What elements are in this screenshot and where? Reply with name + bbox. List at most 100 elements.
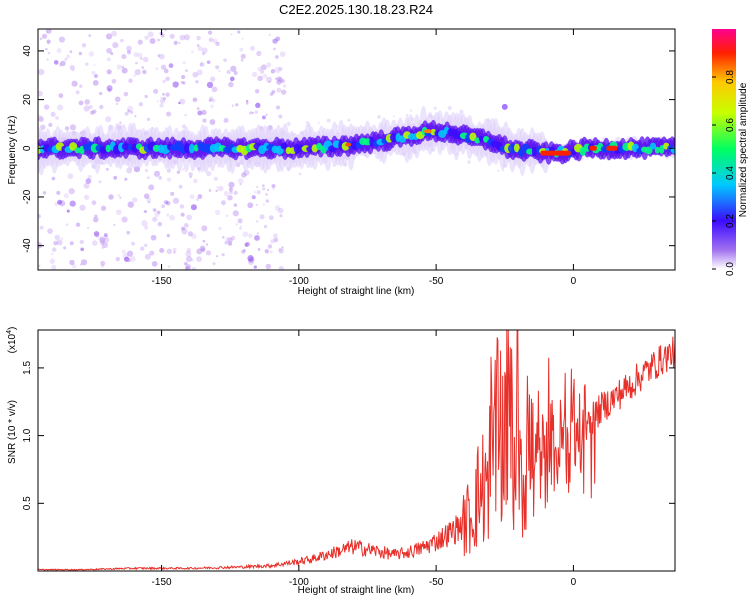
spectrogram-x-tick-label: 0 xyxy=(571,276,577,287)
snr-multiplier-base: (x10 xyxy=(7,333,18,353)
spectrogram-scatter-point xyxy=(467,160,471,164)
spectrogram-scatter-point xyxy=(38,116,45,123)
spectrogram-scatter-point xyxy=(157,38,161,42)
spectrogram-scatter-point xyxy=(39,225,44,230)
spectrogram-scatter-point xyxy=(159,98,166,104)
spectrogram-peak xyxy=(183,143,191,154)
spectrogram-scatter-point xyxy=(156,100,159,103)
spectrogram-scatter-point xyxy=(38,115,43,122)
spectrogram-scatter-point xyxy=(209,119,216,125)
spectrogram-scatter-point xyxy=(121,65,125,69)
spectrogram-max-segment xyxy=(345,142,352,147)
spectrogram-scatter-point xyxy=(207,30,213,35)
snr-multiplier-exp: 4 xyxy=(6,330,13,334)
spectrogram-y-tick-label: -40 xyxy=(22,238,33,253)
spectrogram-scatter-point xyxy=(161,204,165,209)
spectrogram-peak xyxy=(193,144,199,152)
spectrogram-scatter-point xyxy=(273,233,278,239)
spectrogram-scatter-point xyxy=(247,258,254,266)
spectrogram-scatter-point xyxy=(159,103,164,108)
spectrogram-scatter-point xyxy=(247,202,254,209)
spectrogram-scatter-point xyxy=(169,214,176,221)
spectrogram-max-segment xyxy=(606,145,618,151)
spectrogram-scatter-point xyxy=(129,255,136,262)
spectrogram-scatter-point xyxy=(49,258,56,264)
spectrogram-scatter-point xyxy=(257,75,263,82)
spectrogram-scatter-point xyxy=(212,262,216,266)
spectrogram-scatter-point xyxy=(228,181,235,188)
spectrogram-peak xyxy=(654,146,661,154)
spectrogram-scatter-point xyxy=(214,209,221,216)
spectrogram-scatter-point xyxy=(228,187,234,192)
spectrogram-scatter-point xyxy=(48,122,53,127)
spectrogram-scatter-point xyxy=(140,57,143,60)
spectrogram-scatter-point xyxy=(173,40,178,46)
spectrogram-scatter-point xyxy=(81,259,88,266)
spectrogram-scatter-point xyxy=(58,93,64,99)
spectrogram-scatter-point xyxy=(184,265,190,270)
spectrogram-scatter-point xyxy=(106,69,112,75)
spectrogram-scatter-point xyxy=(132,197,138,203)
spectrogram-scatter-point xyxy=(253,190,257,194)
spectrogram-scatter-point xyxy=(181,228,188,235)
spectrogram-scatter-point xyxy=(251,111,255,114)
spectrogram-scatter-point xyxy=(248,233,253,239)
spectrogram-scatter-point xyxy=(227,241,233,246)
spectrogram-scatter-point xyxy=(46,29,52,34)
spectrogram-scatter-point xyxy=(114,96,121,103)
snr-y-axis-title: SNR (10 * v/v) xyxy=(7,400,18,464)
spectrogram-scatter-point xyxy=(134,68,141,76)
spectrogram-scatter-point xyxy=(262,184,265,187)
spectrogram-scatter-point xyxy=(270,239,275,244)
spectrogram-scatter-point xyxy=(158,176,162,180)
spectrogram-max-segment xyxy=(540,150,571,156)
spectrogram-scatter-point xyxy=(217,185,224,192)
spectrogram-scatter-point xyxy=(121,54,127,60)
spectrogram-scatter-point xyxy=(121,67,128,74)
spectrogram-scatter-point xyxy=(133,74,137,77)
spectrogram-scatter-point xyxy=(113,175,118,180)
spectrogram-scatter-point xyxy=(98,91,103,96)
spectrogram-scatter-point xyxy=(241,172,247,178)
spectrogram-scatter-point xyxy=(173,251,176,254)
spectrogram-scatter-point xyxy=(121,249,126,254)
spectrogram-y-tick-label: 20 xyxy=(22,94,33,106)
svg-text:(x104): (x104) xyxy=(6,327,18,354)
spectrogram-scatter-point xyxy=(254,110,259,114)
spectrogram-scatter-point xyxy=(233,190,238,195)
spectrogram-scatter-point xyxy=(103,237,110,243)
snr-x-tick-label: -50 xyxy=(429,577,444,588)
spectrogram-scatter-point xyxy=(196,256,202,263)
spectrogram-scatter-point xyxy=(277,207,284,214)
spectrogram-scatter-point xyxy=(172,81,179,88)
spectrogram-scatter-point xyxy=(93,216,99,223)
spectrogram-scatter-point xyxy=(46,30,49,34)
spectrogram-scatter-point xyxy=(182,61,186,65)
spectrogram-scatter-point xyxy=(107,88,112,93)
spectrogram-scatter-point xyxy=(111,78,117,84)
spectrogram-scatter-point xyxy=(184,222,189,228)
spectrogram-scatter-point xyxy=(274,66,281,74)
spectrogram-scatter-point xyxy=(88,105,93,109)
spectrogram-scatter-point xyxy=(213,176,218,181)
spectrogram-scatter-point xyxy=(273,237,279,243)
spectrogram-scatter-point xyxy=(199,61,205,67)
spectrogram-scatter-point xyxy=(137,39,143,45)
spectrogram-scatter-point xyxy=(205,243,209,246)
snr-y-ticks: 0.5 1.0 1.5 xyxy=(22,361,675,510)
spectrogram-scatter-point xyxy=(69,241,74,246)
spectrogram-scatter-point xyxy=(262,187,266,191)
spectrogram-scatter-point xyxy=(142,69,147,75)
spectrogram-scatter-point xyxy=(178,41,181,44)
spectrogram-scatter-point xyxy=(105,116,112,123)
spectrogram-scatter-point xyxy=(265,193,268,196)
spectrogram-scatter-point xyxy=(221,253,225,257)
spectrogram-scatter-point xyxy=(192,97,197,102)
spectrogram-scatter-point xyxy=(51,247,57,252)
spectrogram-scatter-point xyxy=(79,239,84,245)
spectrogram-scatter-point xyxy=(106,47,112,54)
snr-y-tick-label: 1.5 xyxy=(22,361,33,375)
spectrogram-scatter-point xyxy=(280,79,285,84)
spectrogram-max-segment xyxy=(589,145,597,151)
spectrogram-scatter-point xyxy=(278,265,284,270)
